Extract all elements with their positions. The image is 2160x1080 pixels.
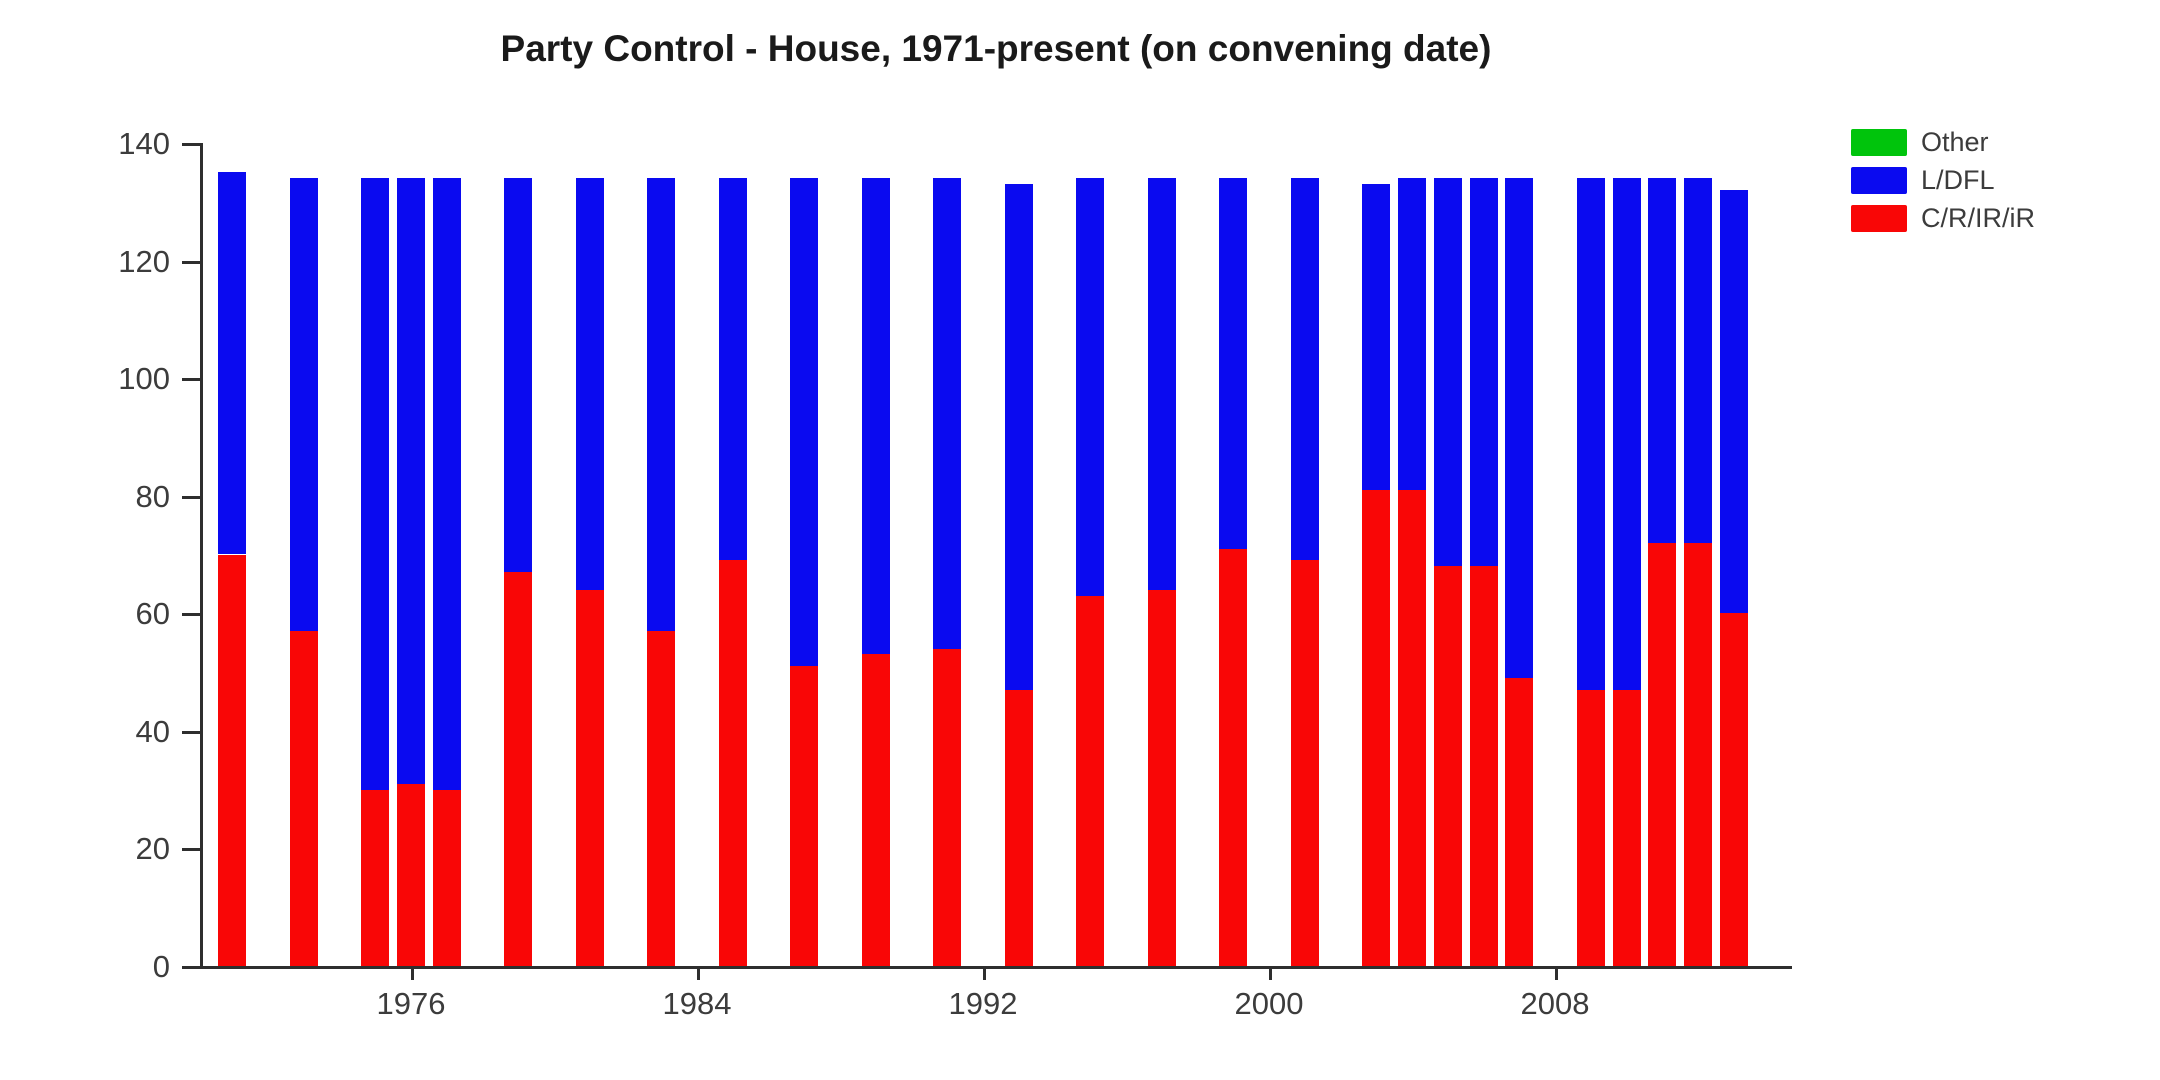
- bar-2005-ldfl: [1433, 178, 1462, 567]
- x-tick-mark: [1555, 969, 1558, 980]
- bar-1983-ldfl: [647, 178, 676, 631]
- bar-2011-ldfl: [1648, 178, 1677, 543]
- x-tick-mark: [983, 969, 986, 980]
- bar-1971-ldfl: [218, 172, 247, 555]
- bar-2003-cririr: [1362, 489, 1391, 966]
- bar-2006-cririr: [1469, 566, 1498, 966]
- bar-1985-ldfl: [718, 178, 747, 561]
- bar-1981-cririr: [575, 589, 604, 966]
- x-tick-mark: [697, 969, 700, 980]
- y-tick-label: 140: [118, 126, 170, 161]
- x-tick-mark: [1269, 969, 1272, 980]
- bar-1975-cririr: [361, 789, 390, 966]
- y-tick-mark: [182, 613, 200, 617]
- y-axis-line: [200, 143, 203, 966]
- legend-label-cririr: C/R/IR/iR: [1921, 203, 2035, 233]
- legend-row-ldfl: L/DFL: [1851, 166, 2035, 194]
- bar-2010-cririr: [1612, 689, 1641, 966]
- bar-2010-ldfl: [1612, 178, 1641, 690]
- bar-2007-ldfl: [1505, 178, 1534, 678]
- bar-2004-cririr: [1398, 489, 1426, 966]
- y-tick-label: 40: [135, 713, 170, 749]
- bar-1977-ldfl: [432, 178, 461, 790]
- bar-1991-cririr: [933, 648, 962, 966]
- y-tick-mark: [182, 143, 200, 146]
- bar-2013-cririr: [1719, 613, 1748, 966]
- x-tick-label: 1984: [662, 986, 732, 1021]
- y-tick-label: 0: [152, 949, 170, 984]
- bar-1997-ldfl: [1147, 178, 1176, 590]
- bar-2012-ldfl: [1684, 178, 1712, 543]
- bar-2005-cririr: [1433, 566, 1462, 966]
- legend-label-other: Other: [1921, 127, 1989, 157]
- legend-swatch-cririr: [1851, 204, 1907, 232]
- x-tick-mark: [411, 969, 414, 980]
- bar-1981-ldfl: [575, 178, 604, 590]
- bar-1991-ldfl: [933, 178, 962, 649]
- bar-1987-cririr: [790, 666, 819, 966]
- x-tick-label: 2008: [1520, 986, 1590, 1021]
- y-tick-label: 120: [118, 243, 170, 279]
- legend-label-ldfl: L/DFL: [1921, 165, 1995, 195]
- bar-1989-cririr: [861, 654, 890, 966]
- x-tick-label: 1976: [376, 986, 446, 1021]
- legend-swatch-other: [1851, 128, 1907, 156]
- bar-1973-cririr: [289, 630, 318, 966]
- legend: Other L/DFL C/R/IR/iR: [1851, 128, 2035, 242]
- bar-2013-ldfl: [1719, 190, 1748, 614]
- y-tick-mark: [182, 378, 200, 382]
- y-tick-mark: [182, 966, 200, 969]
- bar-1971-cririr: [218, 554, 247, 966]
- y-tick-label: 80: [135, 478, 170, 514]
- bar-1999-cririr: [1219, 548, 1248, 966]
- bar-1975-ldfl: [361, 178, 390, 790]
- bar-1979-cririr: [504, 572, 533, 966]
- y-tick-label: 100: [118, 361, 170, 397]
- x-tick-label: 2000: [1234, 986, 1304, 1021]
- bar-2006-ldfl: [1469, 178, 1498, 567]
- bar-1989-ldfl: [861, 178, 890, 655]
- x-axis-line: [200, 966, 1792, 969]
- bar-1976-cririr: [397, 783, 425, 966]
- bar-2001-ldfl: [1290, 178, 1319, 561]
- bar-1987-ldfl: [790, 178, 819, 667]
- chart-title: Party Control - House, 1971-present (on …: [500, 28, 1492, 69]
- y-tick-label: 20: [135, 831, 170, 867]
- y-tick-mark: [182, 495, 200, 499]
- bar-2003-ldfl: [1362, 184, 1391, 490]
- bar-1999-ldfl: [1219, 178, 1248, 549]
- bar-1997-cririr: [1147, 589, 1176, 966]
- bar-1993-ldfl: [1004, 184, 1033, 690]
- bar-2001-cririr: [1290, 560, 1319, 966]
- bar-2009-cririr: [1576, 689, 1605, 966]
- y-tick-mark: [182, 260, 200, 264]
- bar-1973-ldfl: [289, 178, 318, 631]
- bar-2011-cririr: [1648, 542, 1677, 966]
- legend-row-cririr: C/R/IR/iR: [1851, 204, 2035, 232]
- x-tick-label: 1992: [948, 986, 1018, 1021]
- bar-2007-cririr: [1505, 677, 1534, 966]
- bar-1983-cririr: [647, 630, 676, 966]
- y-tick-mark: [182, 848, 200, 852]
- bar-1995-ldfl: [1076, 178, 1105, 596]
- bar-1977-cririr: [432, 789, 461, 966]
- bar-1995-cririr: [1076, 595, 1105, 966]
- bar-2012-cririr: [1684, 542, 1712, 966]
- y-tick-label: 60: [135, 596, 170, 632]
- bar-2009-ldfl: [1576, 178, 1605, 690]
- bar-1979-ldfl: [504, 178, 533, 573]
- bar-1985-cririr: [718, 560, 747, 966]
- legend-row-other: Other: [1851, 128, 2035, 156]
- bar-2004-ldfl: [1398, 178, 1426, 490]
- bar-1993-cririr: [1004, 689, 1033, 966]
- legend-swatch-ldfl: [1851, 166, 1907, 194]
- y-tick-mark: [182, 730, 200, 734]
- bar-1976-ldfl: [397, 178, 425, 784]
